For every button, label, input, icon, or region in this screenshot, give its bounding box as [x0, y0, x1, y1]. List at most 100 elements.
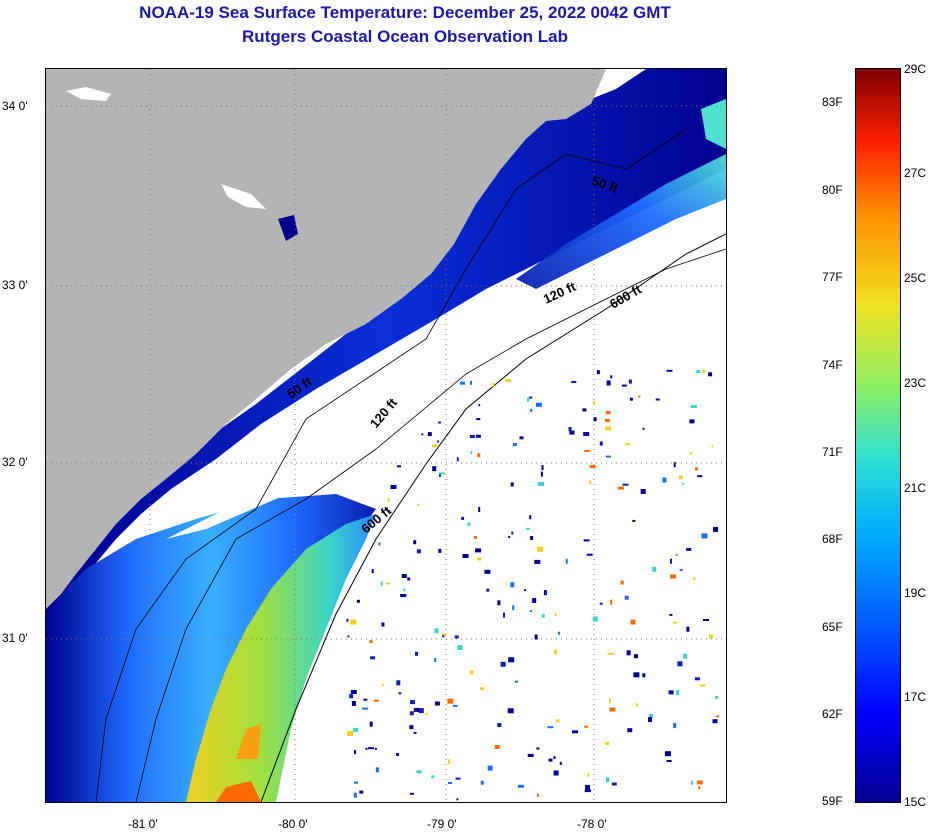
sst-pixel	[569, 430, 575, 435]
sst-pixel	[515, 680, 518, 683]
sst-pixel	[640, 489, 646, 494]
sst-pixel	[470, 380, 472, 385]
gulf-stream-warm-water	[186, 514, 376, 802]
sst-pixel	[469, 435, 475, 438]
sst-pixel	[510, 582, 515, 588]
sst-pixel	[487, 765, 493, 771]
sst-pixel	[675, 553, 678, 556]
lon-label-81: -81 0'	[128, 817, 158, 831]
sst-pixel	[689, 419, 695, 424]
sst-pixel	[622, 483, 629, 486]
sst-pixel	[617, 486, 624, 490]
cloud-gap-1	[346, 369, 516, 449]
sst-pixel	[696, 780, 703, 785]
sst-pixel	[587, 772, 590, 777]
sst-pixel	[592, 616, 598, 622]
sst-pixel	[633, 654, 638, 659]
sst-pixel	[396, 680, 401, 686]
sst-pixel	[690, 780, 693, 785]
sst-pixel	[381, 622, 385, 627]
sst-pixel	[470, 451, 473, 455]
sst-pixel	[477, 453, 481, 458]
sst-pixel	[607, 652, 614, 655]
northeast-water	[516, 154, 726, 289]
sst-pixel	[715, 695, 719, 699]
sst-pixel	[655, 398, 660, 401]
sst-pixel	[662, 477, 667, 483]
sst-pixel	[649, 713, 654, 718]
sst-pixel	[418, 708, 424, 714]
sst-pixel	[584, 725, 589, 728]
sst-pixel	[353, 727, 359, 732]
sst-pixel	[387, 498, 390, 503]
sst-pixel	[503, 612, 505, 618]
sst-pixel	[511, 531, 514, 535]
sst-pixel	[606, 380, 611, 386]
sst-pixel	[478, 404, 481, 407]
sst-pixel	[537, 793, 539, 797]
sst-pixel	[525, 527, 530, 530]
sst-pixel	[666, 760, 672, 762]
sst-pixel	[537, 546, 544, 552]
sst-pixel	[690, 405, 697, 408]
colorbar-c-label-19: 19C	[904, 586, 927, 600]
land-mass	[46, 69, 606, 609]
sst-pixel	[673, 621, 678, 624]
sst-pixel	[452, 704, 458, 707]
sst-pixel	[568, 427, 572, 431]
sst-pixel	[456, 457, 459, 462]
sst-pixel	[686, 547, 692, 551]
sst-pixel	[606, 777, 609, 783]
sst-pixel	[572, 730, 579, 734]
lat-label-34: 34 0'	[2, 99, 28, 113]
sst-pixel	[368, 747, 374, 750]
lon-label-80: -80 0'	[278, 817, 308, 831]
scattered-sst-pixels	[346, 369, 720, 801]
sst-pixel	[398, 692, 402, 695]
sst-pixel	[630, 619, 636, 625]
sst-pixel	[508, 535, 511, 538]
sst-pixel	[605, 426, 612, 431]
colorbar-c-label-15: 15C	[904, 795, 927, 809]
sst-pixel	[636, 703, 638, 707]
sst-pixel	[554, 612, 557, 616]
sst-pixel	[356, 599, 360, 603]
sst-pixel	[439, 472, 445, 475]
sst-pixel	[508, 657, 515, 663]
sst-pixel	[599, 441, 603, 446]
sst-pixel	[378, 542, 381, 546]
sst-pixel	[494, 745, 500, 749]
sst-pixel	[527, 397, 530, 402]
sst-pixel	[409, 792, 414, 795]
sst-pixel	[538, 481, 545, 486]
sst-pixel	[625, 443, 631, 446]
sst-pixel	[455, 777, 461, 780]
sst-pixel	[605, 411, 611, 415]
contour-50ft	[95, 128, 687, 802]
sst-pixel	[583, 432, 590, 436]
sst-pixel	[682, 482, 685, 485]
sst-pixel	[529, 515, 532, 520]
sst-map[interactable]: 50 ft 120 ft 600 ft 50 ft 120 ft 600 ft	[45, 68, 727, 803]
sst-pixel	[610, 599, 613, 605]
sst-pixel	[510, 482, 514, 487]
sst-pixel	[536, 747, 540, 750]
sst-pixel	[373, 699, 379, 702]
colorbar-c-label-17: 17C	[904, 690, 927, 704]
sst-pixel	[519, 436, 524, 440]
sst-pixel	[500, 661, 506, 667]
sst-pixel	[642, 673, 646, 678]
sst-pixel	[396, 753, 400, 756]
colorbar-f-label-83: 83F	[822, 95, 843, 109]
sst-pixel	[593, 401, 596, 405]
sst-pixel	[473, 535, 477, 539]
sst-pixel	[350, 619, 357, 625]
sst-pixel	[456, 798, 459, 801]
sst-pixel	[695, 467, 698, 471]
colorbar-c-label-23: 23C	[904, 376, 927, 390]
sst-pixel	[652, 566, 657, 572]
sst-pixel	[535, 402, 542, 407]
sst-pixel	[713, 526, 719, 532]
sst-pixel	[413, 540, 417, 545]
sst-pixel	[716, 715, 720, 718]
